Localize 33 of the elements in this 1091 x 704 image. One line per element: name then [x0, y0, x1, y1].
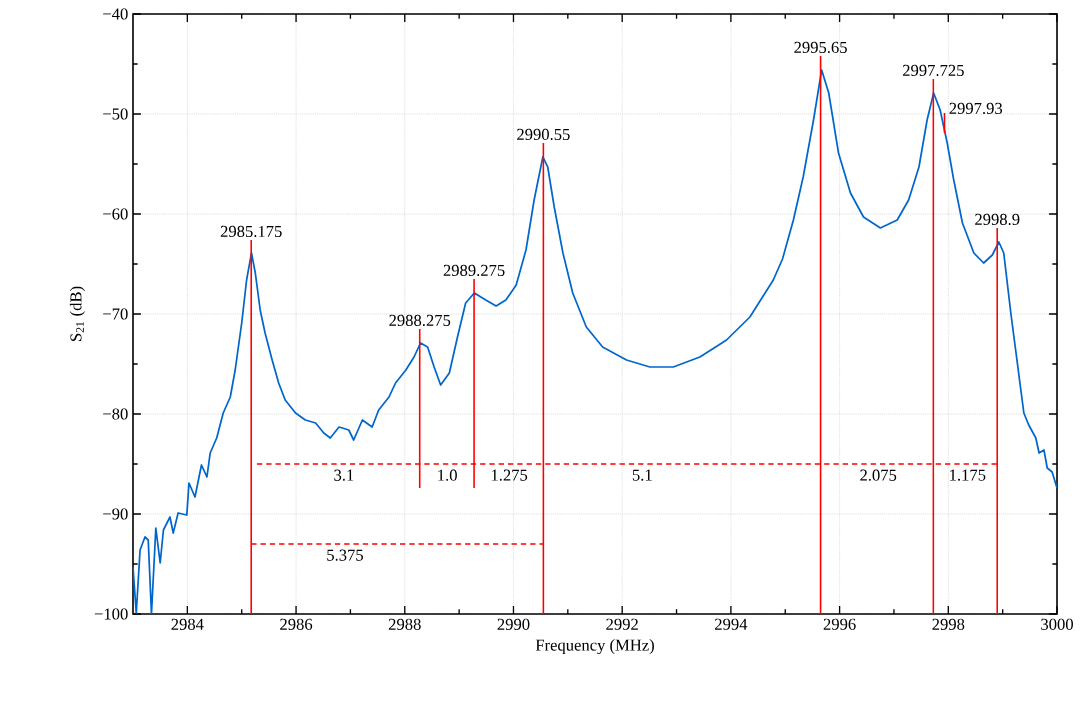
x-tick-label: 2986 [280, 618, 313, 630]
annotation: 2.075 [860, 469, 897, 481]
annotation: 5.375 [327, 549, 363, 561]
annotation: 2985.175 [220, 225, 282, 238]
x-tick-label: 3000 [1041, 618, 1073, 630]
y-tick-label: −100 [94, 608, 128, 620]
annotation: 2988.275 [389, 314, 451, 327]
annotation: 3.1 [334, 469, 354, 481]
y-tick-label: −80 [103, 408, 128, 420]
x-tick-label: 2994 [715, 618, 748, 630]
x-tick-label: 2984 [171, 618, 204, 630]
y-tick-label: −70 [103, 308, 128, 320]
x-tick-label: 2990 [497, 618, 530, 630]
annotation: 2998.9 [975, 213, 1020, 226]
annotation: 2990.55 [517, 128, 570, 141]
x-tick-label: 2992 [606, 618, 638, 630]
y-tick-label: −90 [103, 508, 128, 520]
annotation: 1.275 [491, 469, 528, 481]
x-tick-label: 2988 [388, 618, 421, 630]
y-tick-label: −50 [103, 108, 128, 120]
annotation: 2997.93 [949, 102, 1003, 115]
y-axis-title: S$_{21}$ (dB) [69, 286, 85, 341]
x-axis-title: Frequency (MHz) [535, 639, 654, 655]
y-tick-label: −60 [103, 208, 128, 220]
x-tick-label: 2998 [932, 618, 965, 630]
x-tick-label: 2996 [823, 618, 856, 630]
annotation: 2989.275 [443, 264, 505, 277]
annotation: 5.1 [632, 469, 652, 481]
annotation: 1.175 [950, 469, 986, 481]
annotation: 1.0 [438, 469, 457, 481]
y-tick-label: −40 [103, 8, 128, 20]
annotation: 2997.725 [902, 64, 964, 77]
annotation: 2995.65 [794, 41, 847, 54]
